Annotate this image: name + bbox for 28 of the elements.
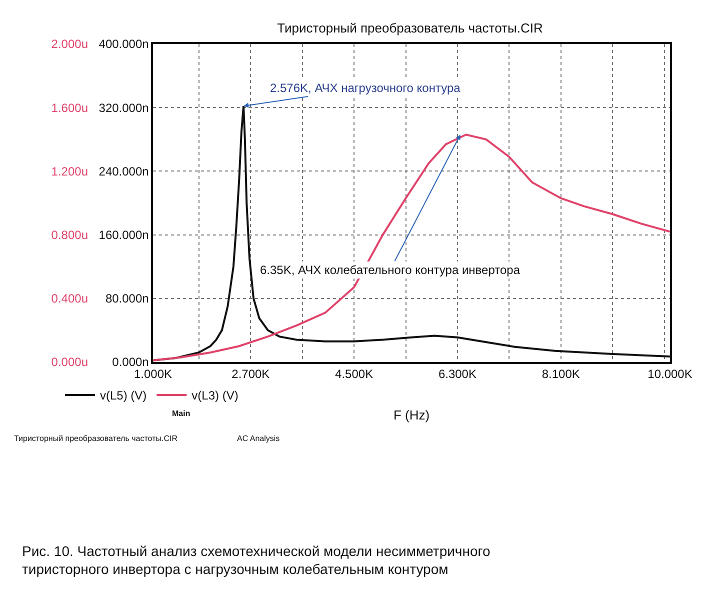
y2-tick-label: 0.800u (51, 228, 88, 242)
y-tick-label: 0.000n (112, 355, 149, 370)
x-tick-label: 6.300K (438, 367, 476, 382)
chart-title: Тиристорный преобразователь частоты.CIR (277, 20, 543, 36)
legend-label: v(L3) (V) (192, 388, 238, 403)
y2-tick-label: 1.600u (51, 100, 88, 115)
y2-tick-label: 0.400u (51, 292, 88, 306)
x-tick-label: 8.100K (542, 367, 580, 382)
x-tick-label: 4.500K (335, 367, 374, 382)
y2-tick-label: 2.000u (51, 37, 88, 52)
legend-label: v(L5) (V) (100, 388, 147, 403)
x-tick-label: 2.700K (232, 367, 270, 382)
y2-tick-label: 0.000u (51, 355, 88, 370)
y-tick-label: 160.000n (98, 228, 149, 242)
x-axis-title: F (Hz) (393, 407, 430, 422)
annotation: 2.576K, АЧХ нагрузочного контура (270, 81, 461, 95)
x-tick-label: 1.000K (134, 367, 172, 382)
y-tick-label: 400.000n (98, 37, 149, 52)
x-tick-label: 10.000K (648, 367, 692, 382)
text: Main (172, 409, 190, 418)
y-tick-label: 320.000n (98, 100, 149, 115)
text: Рис. 10. Частотный анализ схемотехнической модели несимметричного тиристорного инвертора с нагрузочным колебательным контуром (22, 543, 491, 578)
text: Тиристорный преобразователь частоты.CIR (14, 434, 178, 443)
text: AC Analysis (237, 434, 280, 443)
annotation: 6.35K, АЧХ колебательного контура инвертора (260, 263, 520, 277)
y-tick-label: 240.000n (98, 164, 149, 178)
y-tick-label: 80.000n (105, 292, 149, 306)
y2-tick-label: 1.200u (51, 164, 88, 178)
